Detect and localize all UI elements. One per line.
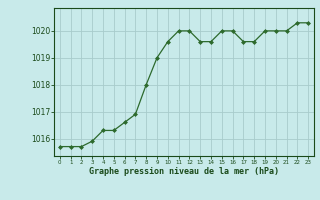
X-axis label: Graphe pression niveau de la mer (hPa): Graphe pression niveau de la mer (hPa) — [89, 167, 279, 176]
